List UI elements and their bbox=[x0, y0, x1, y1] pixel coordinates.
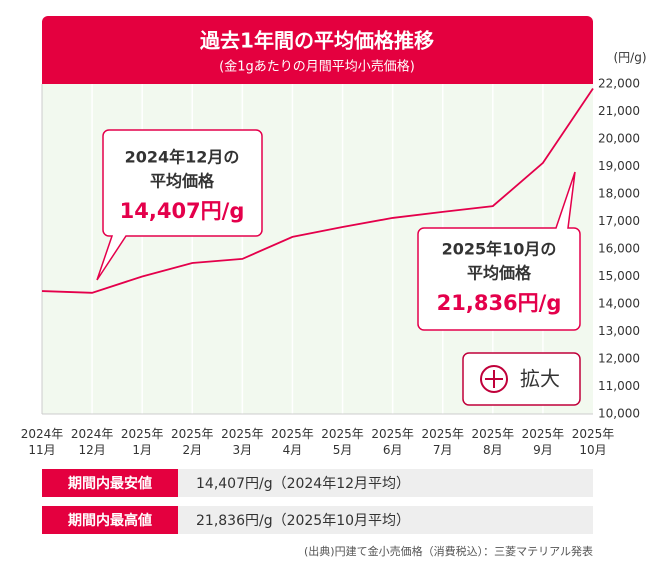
price-line bbox=[41, 88, 594, 294]
x-tick-label: 2025年 10月 bbox=[572, 427, 615, 457]
x-tick-year: 2025年 bbox=[522, 427, 565, 441]
x-tick-label: 2024年 11月 bbox=[21, 427, 64, 457]
x-tick-year: 2025年 bbox=[472, 427, 515, 441]
x-tick-year: 2025年 bbox=[371, 427, 414, 441]
x-tick-label: 2025年 3月 bbox=[221, 427, 264, 457]
callout bbox=[96, 129, 263, 281]
x-tick-label: 2025年 9月 bbox=[522, 427, 565, 457]
x-tick-year: 2024年 bbox=[71, 427, 114, 441]
x-tick-label: 2025年 7月 bbox=[421, 427, 464, 457]
x-tick-month: 12月 bbox=[78, 443, 105, 457]
chart-subtitle: (金1gあたりの月間平均小売価格) bbox=[219, 59, 415, 75]
y-tick-label: 20,000 bbox=[598, 132, 640, 146]
x-tick-month: 7月 bbox=[433, 443, 453, 457]
x-tick-year: 2024年 bbox=[21, 427, 64, 441]
callout bbox=[417, 171, 581, 331]
x-tick-year: 2025年 bbox=[421, 427, 464, 441]
summary-value-bg bbox=[178, 506, 593, 534]
x-tick-month: 11月 bbox=[28, 443, 55, 457]
callout-text: 2025年10月の bbox=[442, 240, 557, 259]
x-tick-label: 2025年 8月 bbox=[472, 427, 515, 457]
x-tick-month: 2月 bbox=[182, 443, 202, 457]
x-tick-month: 8月 bbox=[483, 443, 503, 457]
callout-text: 平均価格 bbox=[467, 264, 532, 283]
x-tick-month: 1月 bbox=[132, 443, 152, 457]
x-tick-month: 10月 bbox=[579, 443, 606, 457]
y-tick-label: 19,000 bbox=[598, 159, 640, 173]
x-tick-label: 2025年 4月 bbox=[271, 427, 314, 457]
summary-label: 期間内最安値 bbox=[68, 475, 152, 492]
x-tick-label: 2024年 12月 bbox=[71, 427, 114, 457]
x-tick-label: 2025年 2月 bbox=[171, 427, 214, 457]
callout-text: 平均価格 bbox=[150, 172, 215, 191]
x-tick-month: 6月 bbox=[383, 443, 403, 457]
x-tick-year: 2025年 bbox=[221, 427, 264, 441]
y-tick-label: 13,000 bbox=[598, 324, 640, 338]
x-tick-month: 9月 bbox=[533, 443, 553, 457]
plus-icon[interactable] bbox=[485, 370, 503, 388]
header bbox=[42, 16, 593, 84]
y-tick-label: 16,000 bbox=[598, 242, 640, 256]
x-tick-year: 2025年 bbox=[572, 427, 615, 441]
y-tick-label: 15,000 bbox=[598, 269, 640, 283]
summary-value: 14,407円/g（2024年12月平均） bbox=[196, 476, 410, 492]
x-tick-year: 2025年 bbox=[271, 427, 314, 441]
x-tick-month: 4月 bbox=[283, 443, 303, 457]
summary-label-bg bbox=[42, 469, 178, 497]
summary-value: 21,836円/g（2025年10月平均） bbox=[196, 513, 410, 529]
x-tick-label: 2025年 1月 bbox=[121, 427, 164, 457]
x-tick-month: 3月 bbox=[233, 443, 253, 457]
x-tick-year: 2025年 bbox=[171, 427, 214, 441]
x-tick-year: 2025年 bbox=[321, 427, 364, 441]
y-tick-label: 14,000 bbox=[598, 297, 640, 311]
button-label[interactable]: 拡大 bbox=[520, 367, 560, 391]
summary-value-bg bbox=[178, 469, 593, 497]
callout-value: 14,407円/g bbox=[120, 199, 245, 223]
y-tick-label: 11,000 bbox=[598, 379, 640, 393]
y-tick-label: 10,000 bbox=[598, 407, 640, 421]
summary-label-bg bbox=[42, 506, 178, 534]
x-tick-label: 2025年 5月 bbox=[321, 427, 364, 457]
chart-title: 過去1年間の平均価格推移 bbox=[200, 29, 434, 53]
x-tick-label: 2025年 6月 bbox=[371, 427, 414, 457]
x-tick-month: 5月 bbox=[333, 443, 353, 457]
y-tick-label: 21,000 bbox=[598, 104, 640, 118]
y-tick-label: 12,000 bbox=[598, 352, 640, 366]
plus-icon[interactable] bbox=[480, 365, 508, 393]
summary-label: 期間内最高値 bbox=[68, 512, 152, 529]
source: (出典)円建て金小売価格（消費税込）：三菱マテリアル発表 bbox=[304, 544, 593, 558]
callout-value: 21,836円/g bbox=[437, 291, 562, 315]
expand-button[interactable]: 拡大 bbox=[462, 352, 581, 406]
y-tick-label: 22,000 bbox=[598, 77, 640, 91]
y-tick-label: 17,000 bbox=[598, 214, 640, 228]
callout-text: 2024年12月の bbox=[125, 148, 240, 167]
y-unit: (円/g) bbox=[613, 51, 646, 65]
x-tick-year: 2025年 bbox=[121, 427, 164, 441]
y-tick-label: 18,000 bbox=[598, 187, 640, 201]
